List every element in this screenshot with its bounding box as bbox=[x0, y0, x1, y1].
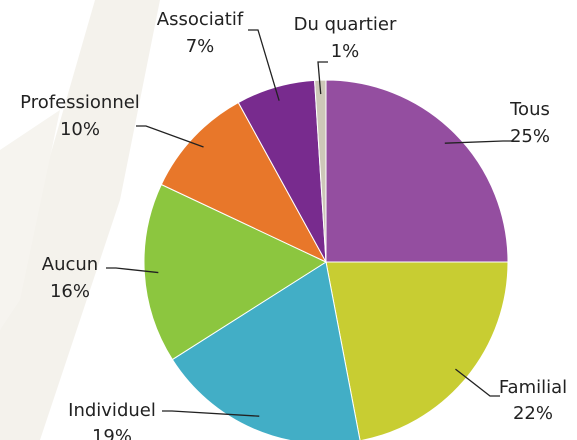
slice-label: Individuel bbox=[68, 400, 156, 421]
leader-line bbox=[455, 368, 500, 397]
leader-line bbox=[248, 29, 280, 101]
slice-value: 10% bbox=[60, 119, 100, 140]
slice-label: Tous bbox=[509, 99, 550, 120]
pie-slice bbox=[325, 79, 509, 263]
leader-line bbox=[136, 125, 204, 148]
leader-line bbox=[317, 61, 328, 95]
slice-value: 19% bbox=[92, 426, 132, 440]
slice-label: Du quartier bbox=[294, 14, 397, 35]
slice-value: 16% bbox=[50, 281, 90, 302]
pie-slice bbox=[160, 101, 328, 264]
pie-slice bbox=[314, 79, 327, 263]
leader-line bbox=[162, 410, 260, 417]
slice-label: Professionnel bbox=[20, 92, 140, 113]
background-shape bbox=[0, 110, 60, 330]
slice-label: Aucun bbox=[42, 254, 98, 275]
slice-value: 1% bbox=[331, 41, 360, 62]
pie-slice bbox=[143, 183, 328, 361]
slice-value: 7% bbox=[186, 36, 215, 57]
leader-line bbox=[444, 140, 513, 144]
slice-label: Associatif bbox=[157, 9, 244, 30]
background-shape bbox=[0, 0, 160, 440]
pie-slice bbox=[171, 261, 361, 440]
slice-value: 22% bbox=[513, 403, 553, 424]
slice-value: 25% bbox=[510, 126, 550, 147]
leader-line bbox=[106, 267, 159, 274]
slice-label: Familial bbox=[499, 377, 567, 398]
